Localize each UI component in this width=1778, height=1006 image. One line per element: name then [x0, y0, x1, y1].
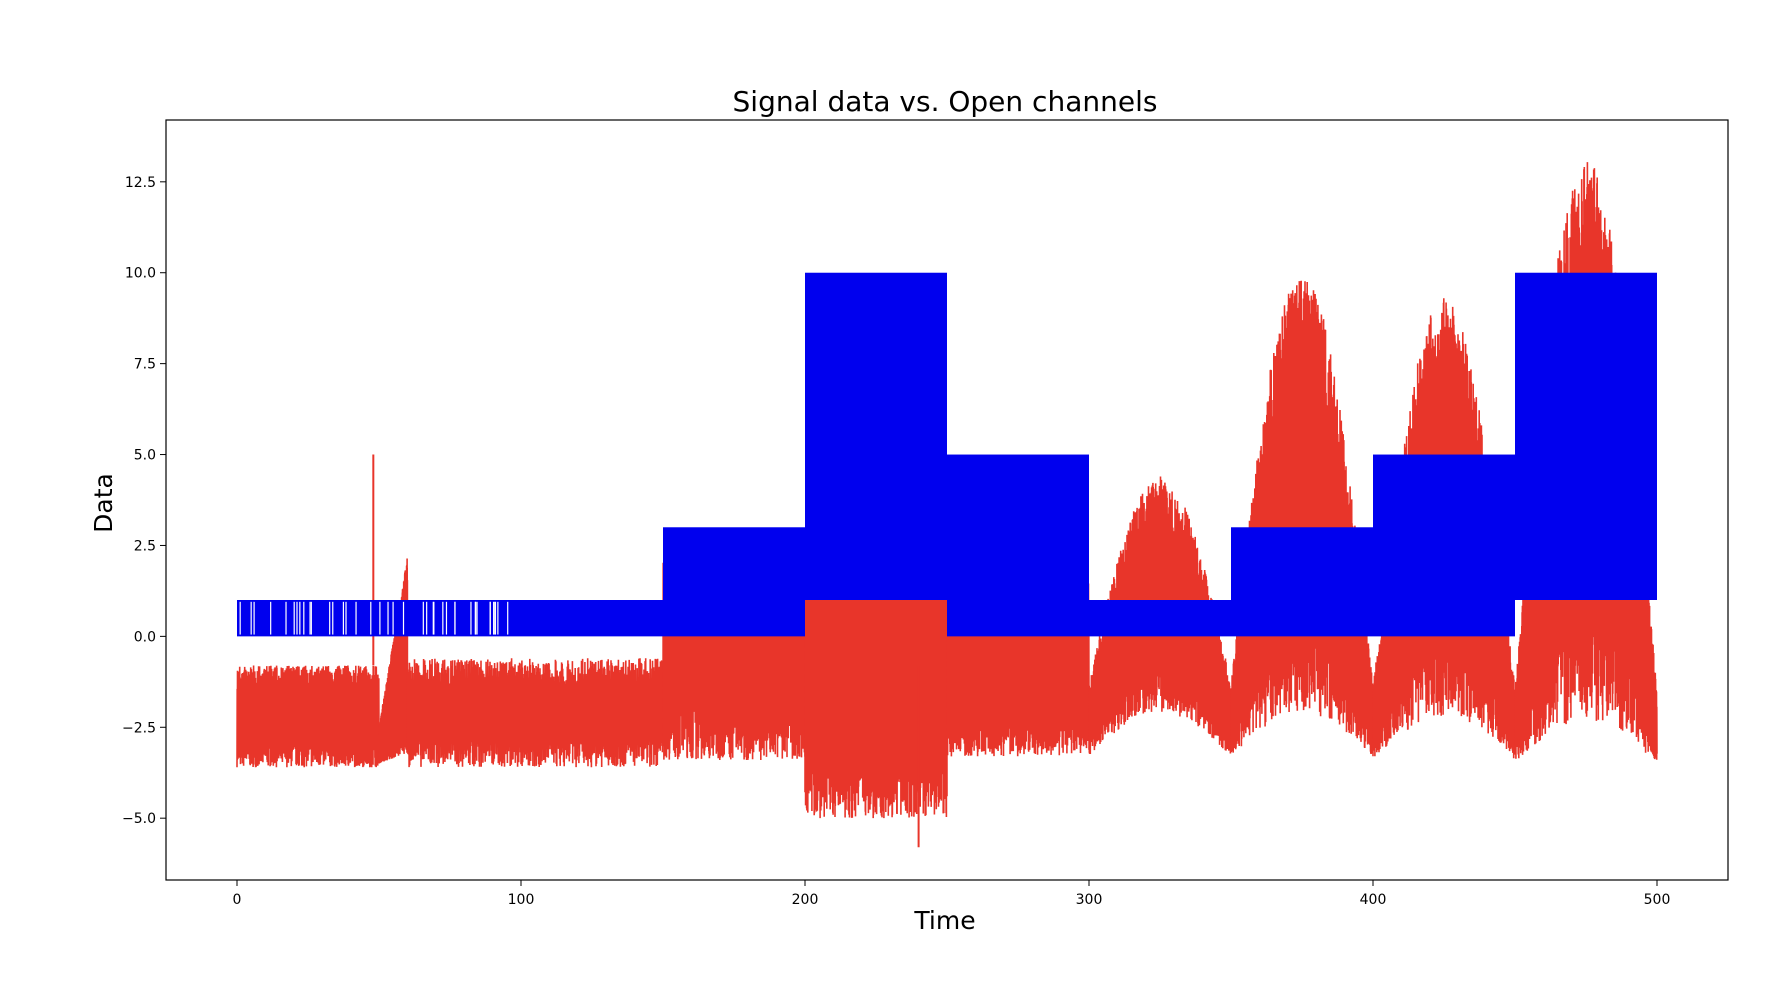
x-tick-label: 500 [1644, 892, 1671, 908]
x-axis: 0 100 200 300 400 500 [233, 880, 1671, 908]
y-axis: −5.0 −2.5 0.0 2.5 5.0 7.5 10.0 12.5 [122, 175, 166, 827]
x-tick-label: 400 [1360, 892, 1387, 908]
signal-series-segment-7 [1230, 280, 1374, 757]
signal-series-segment-0 [236, 665, 380, 768]
x-tick-label: 100 [508, 892, 535, 908]
channel-series-block-0 [237, 600, 663, 637]
y-tick-label: 5.0 [134, 448, 156, 464]
channel-series-block-5 [1231, 527, 1373, 637]
chart-title: Signal data vs. Open channels [733, 85, 1158, 118]
channel-series-block-7 [1515, 272, 1657, 600]
y-tick-label: 0.0 [134, 629, 156, 645]
y-tick-label: 7.5 [134, 357, 156, 373]
signal-series-segment-4 [804, 531, 948, 819]
signal-series-segment-2 [406, 658, 664, 768]
y-tick-label: −2.5 [122, 720, 156, 736]
y-tick-label: 12.5 [125, 175, 156, 191]
signal-series-segment-1 [378, 558, 409, 764]
channel-series-block-2 [805, 272, 947, 600]
channel-series-block-6 [1373, 454, 1515, 637]
channel-series-block-4 [1089, 600, 1231, 637]
signal-series-segment-3 [662, 527, 806, 761]
signal-series-segment-9 [1514, 162, 1658, 760]
y-tick-label: 10.0 [125, 266, 156, 282]
x-tick-label: 300 [1076, 892, 1103, 908]
x-tick-label: 0 [233, 892, 242, 908]
x-axis-label: Time [913, 906, 975, 935]
signal-series-segment-6 [1088, 476, 1232, 755]
y-tick-label: 2.5 [134, 538, 156, 554]
channel-series-block-1 [663, 527, 805, 637]
y-axis-label: Data [89, 473, 118, 533]
y-tick-label: −5.0 [122, 811, 156, 827]
signal-series-segment-5 [946, 567, 1090, 757]
x-tick-label: 200 [792, 892, 819, 908]
plot-frame [165, 119, 1729, 881]
channel-series-block-3 [947, 454, 1089, 637]
plot-area [236, 162, 1658, 848]
